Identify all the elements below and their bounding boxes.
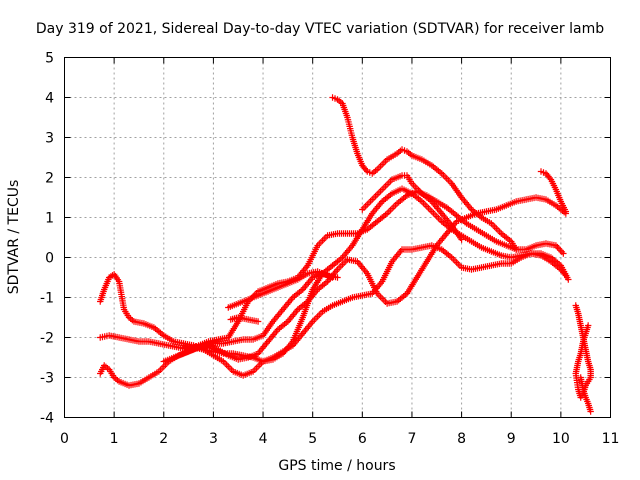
x-tick-label: 5: [308, 431, 317, 447]
y-tick-label: 4: [45, 91, 54, 107]
series-arc-2: [97, 188, 567, 353]
data-point: [562, 272, 570, 279]
data-point: [587, 408, 594, 415]
x-tick-label: 6: [358, 431, 367, 447]
x-tick-label: 10: [552, 431, 570, 447]
data-point: [512, 246, 520, 253]
series-arc-4: [180, 242, 570, 379]
data-point: [558, 248, 566, 256]
data-point: [557, 247, 564, 254]
x-axis-label: GPS time / hours: [278, 458, 395, 474]
chart-title: Day 319 of 2021, Sidereal Day-to-day VTE…: [36, 21, 604, 37]
series-arc-5: [225, 268, 341, 311]
data-point: [546, 174, 553, 182]
grid-lines: [64, 57, 611, 418]
y-tick-labels: -4 -3 -2 -1 0 1 2 3 4 5: [40, 51, 54, 427]
y-tick-label: -1: [40, 291, 54, 307]
y-tick-label: -2: [40, 331, 54, 347]
data-point: [560, 250, 567, 257]
x-tick-label: 1: [110, 431, 119, 447]
data-point: [561, 270, 568, 278]
data-point: [562, 208, 570, 215]
y-tick-label: 2: [45, 171, 54, 187]
series-arc-10: [537, 168, 570, 215]
x-tick-label: 2: [159, 431, 168, 447]
plot-frame: [64, 57, 611, 418]
data-point: [362, 166, 370, 174]
axis-ticks: [64, 57, 611, 418]
data-points: [97, 94, 594, 415]
x-tick-label: 9: [507, 431, 516, 447]
data-point: [254, 318, 262, 325]
x-tick-label: 8: [457, 431, 466, 447]
y-tick-label: 1: [45, 211, 54, 227]
data-point: [458, 236, 465, 243]
y-tick-label: 3: [45, 131, 54, 147]
series-arc-11: [572, 302, 594, 401]
x-tick-label: 4: [259, 431, 268, 447]
series-arc-9: [227, 314, 262, 325]
y-tick-label: -4: [40, 411, 54, 427]
y-tick-label: 0: [45, 251, 54, 267]
series-arc-8: [160, 270, 336, 365]
data-point: [565, 276, 572, 283]
y-tick-label: 5: [45, 51, 54, 67]
x-tick-label: 11: [602, 431, 620, 447]
x-tick-labels: 0 1 2 3 4 5 6 7 8 9 10 11: [60, 431, 619, 447]
series-arc-6: [329, 94, 520, 253]
data-point: [584, 322, 592, 329]
x-tick-label: 0: [60, 431, 69, 447]
series-arc-7: [359, 172, 465, 243]
x-tick-label: 7: [407, 431, 416, 447]
y-axis-label: SDTVAR / TECUs: [6, 180, 22, 295]
data-point: [555, 245, 563, 252]
y-tick-label: -3: [40, 371, 54, 387]
x-tick-label: 3: [209, 431, 218, 447]
data-point: [329, 274, 336, 281]
series-arc-12: [577, 374, 594, 415]
